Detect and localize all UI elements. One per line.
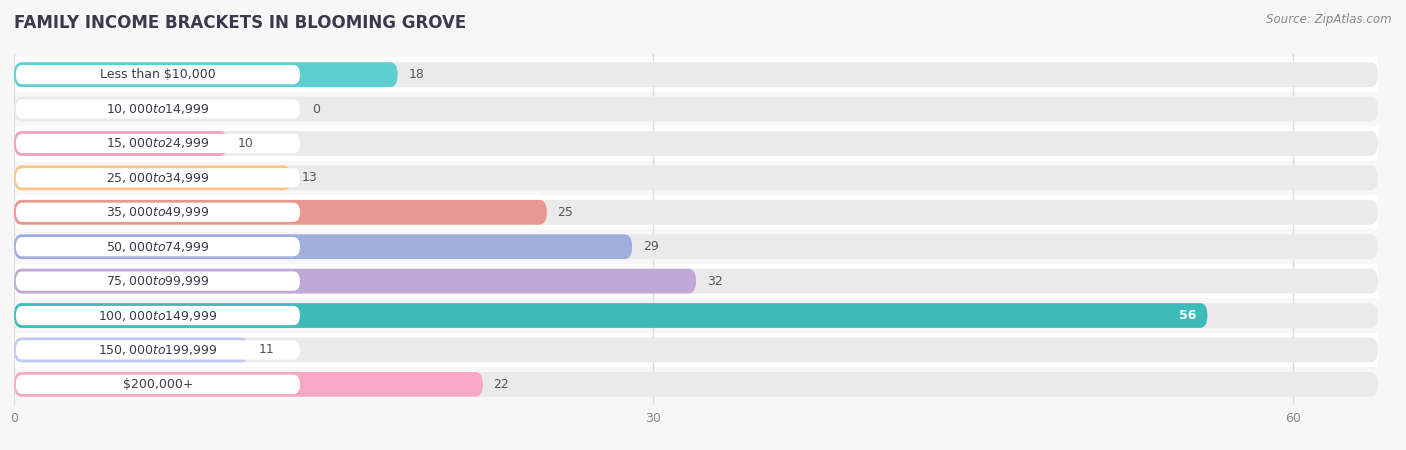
Text: Source: ZipAtlas.com: Source: ZipAtlas.com bbox=[1267, 14, 1392, 27]
FancyBboxPatch shape bbox=[14, 303, 1378, 328]
Text: 11: 11 bbox=[259, 343, 274, 356]
FancyBboxPatch shape bbox=[15, 99, 299, 119]
Text: 10: 10 bbox=[238, 137, 253, 150]
FancyBboxPatch shape bbox=[15, 340, 299, 360]
FancyBboxPatch shape bbox=[14, 269, 1378, 293]
FancyBboxPatch shape bbox=[15, 237, 299, 256]
Bar bbox=[14, 230, 1378, 264]
Bar bbox=[14, 126, 1378, 161]
FancyBboxPatch shape bbox=[14, 200, 547, 225]
FancyBboxPatch shape bbox=[15, 375, 299, 394]
Text: $150,000 to $199,999: $150,000 to $199,999 bbox=[98, 343, 218, 357]
Text: $75,000 to $99,999: $75,000 to $99,999 bbox=[105, 274, 209, 288]
Bar bbox=[14, 367, 1378, 401]
Text: $50,000 to $74,999: $50,000 to $74,999 bbox=[105, 240, 209, 254]
Text: $10,000 to $14,999: $10,000 to $14,999 bbox=[105, 102, 209, 116]
Text: 18: 18 bbox=[408, 68, 425, 81]
FancyBboxPatch shape bbox=[14, 234, 633, 259]
Text: 13: 13 bbox=[302, 171, 318, 184]
Text: $15,000 to $24,999: $15,000 to $24,999 bbox=[105, 136, 209, 150]
Text: $25,000 to $34,999: $25,000 to $34,999 bbox=[105, 171, 209, 185]
Text: FAMILY INCOME BRACKETS IN BLOOMING GROVE: FAMILY INCOME BRACKETS IN BLOOMING GROVE bbox=[14, 14, 467, 32]
FancyBboxPatch shape bbox=[14, 131, 228, 156]
Bar bbox=[14, 195, 1378, 230]
Text: $100,000 to $149,999: $100,000 to $149,999 bbox=[98, 309, 218, 323]
Bar bbox=[14, 58, 1378, 92]
FancyBboxPatch shape bbox=[15, 134, 299, 153]
Text: 32: 32 bbox=[707, 274, 723, 288]
FancyBboxPatch shape bbox=[14, 166, 1378, 190]
FancyBboxPatch shape bbox=[14, 303, 1208, 328]
FancyBboxPatch shape bbox=[14, 131, 1378, 156]
Text: 29: 29 bbox=[643, 240, 658, 253]
Bar bbox=[14, 92, 1378, 126]
FancyBboxPatch shape bbox=[14, 97, 1378, 122]
FancyBboxPatch shape bbox=[15, 65, 299, 84]
Bar bbox=[14, 161, 1378, 195]
FancyBboxPatch shape bbox=[15, 271, 299, 291]
Bar bbox=[14, 264, 1378, 298]
FancyBboxPatch shape bbox=[14, 338, 249, 362]
Bar bbox=[14, 333, 1378, 367]
Text: 0: 0 bbox=[312, 103, 321, 116]
FancyBboxPatch shape bbox=[14, 338, 1378, 362]
FancyBboxPatch shape bbox=[14, 200, 1378, 225]
FancyBboxPatch shape bbox=[14, 62, 1378, 87]
FancyBboxPatch shape bbox=[14, 166, 291, 190]
FancyBboxPatch shape bbox=[14, 234, 1378, 259]
Text: 25: 25 bbox=[557, 206, 574, 219]
FancyBboxPatch shape bbox=[15, 168, 299, 188]
FancyBboxPatch shape bbox=[14, 62, 398, 87]
FancyBboxPatch shape bbox=[14, 269, 696, 293]
Text: Less than $10,000: Less than $10,000 bbox=[100, 68, 215, 81]
FancyBboxPatch shape bbox=[14, 372, 1378, 397]
Text: $35,000 to $49,999: $35,000 to $49,999 bbox=[105, 205, 209, 219]
Text: $200,000+: $200,000+ bbox=[122, 378, 193, 391]
FancyBboxPatch shape bbox=[15, 306, 299, 325]
FancyBboxPatch shape bbox=[14, 372, 482, 397]
Text: 22: 22 bbox=[494, 378, 509, 391]
Bar bbox=[14, 298, 1378, 333]
FancyBboxPatch shape bbox=[15, 202, 299, 222]
Text: 56: 56 bbox=[1180, 309, 1197, 322]
